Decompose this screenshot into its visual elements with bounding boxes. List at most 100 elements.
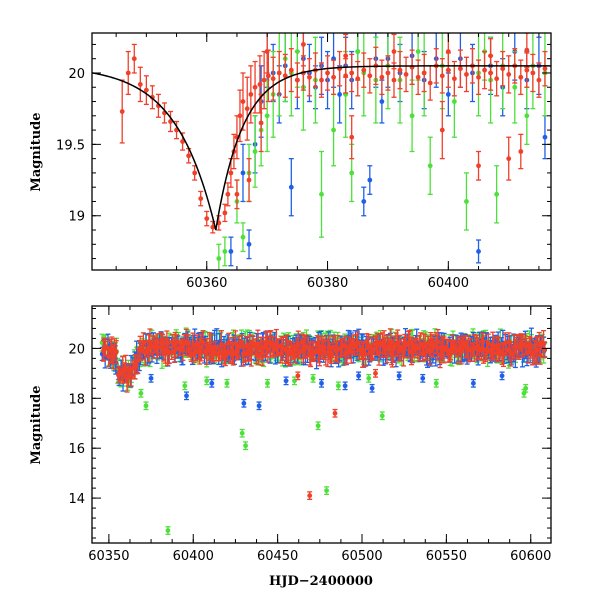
red-data-point [506,156,512,162]
green-data-point [355,49,361,54]
red-data-point [395,340,401,346]
bottom-panel: 60350 60400 60450 60500 60550 60600 14 16 18 20 M… [29,305,552,589]
green-outlier-point [315,423,321,429]
red-data-point [319,77,324,83]
red-data-point [397,67,403,73]
blue-outlier-point [241,400,247,406]
green-data-point [524,113,530,119]
y-tick-label: 16 [68,442,85,457]
green-outlier-point [366,375,372,381]
y-tick-label: 18 [68,392,85,407]
blue-data-point [542,134,548,140]
red-data-point [192,170,198,176]
red-data-point [391,49,397,54]
blue-data-point [476,249,481,254]
red-data-point [488,53,494,59]
red-data-point [307,74,312,80]
red-data-point [106,354,112,360]
x-tick-label: 60450 [257,549,298,564]
red-data-point [451,76,457,82]
blue-outlier-point [256,403,262,409]
green-outlier-point [243,443,248,449]
red-data-point [491,346,497,351]
x-tick-label: 60400 [173,549,214,564]
red-data-point [415,74,421,80]
red-data-point [321,345,327,351]
red-data-point [542,66,548,72]
blue-outlier-point [184,393,189,399]
top-y-axis-label: Magnitude [29,112,44,191]
blue-outlier-point [319,380,324,386]
red-data-point [137,81,143,87]
red-data-point [125,70,131,76]
green-outlier-point [523,385,529,391]
red-data-point [248,91,254,97]
y-tick-label: 20 [68,67,85,82]
green-outlier-point [239,430,245,436]
bottom-data-layer [99,327,548,535]
red-data-point [349,70,355,76]
red-data-point [421,70,427,76]
red-data-point [142,350,148,356]
red-data-point [228,170,234,176]
red-data-point [458,66,463,72]
green-data-point [222,249,228,254]
red-data-point [282,73,288,79]
red-data-point [391,77,397,83]
green-outlier-point [143,403,149,409]
red-data-point [445,49,451,54]
x-tick-label: 60600 [510,549,551,564]
red-data-point [506,72,512,77]
red-data-point [255,341,261,347]
bottom-y-axis-label: Magnitude [29,385,44,464]
green-data-point [216,256,222,261]
x-tick-label: 60500 [341,549,382,564]
x-tick-label: 60400 [428,276,469,291]
red-data-point [265,73,271,79]
green-data-point [512,84,518,90]
blue-outlier-point [342,383,348,389]
y-tick-label: 19.5 [56,138,85,153]
red-data-point [379,74,385,80]
red-data-point [364,339,370,344]
red-data-point [198,196,204,202]
blue-outlier-point [283,378,289,384]
red-data-point [257,81,263,87]
red-data-point [524,67,530,73]
red-data-point [276,70,282,76]
red-data-point [524,47,530,53]
top-data-layer [92,33,551,270]
red-data-point [252,84,258,90]
bottom-ticks: 60350 60400 60450 60500 60550 60600 14 16 18 20 [68,306,551,564]
red-data-point [294,77,300,83]
green-data-point [331,127,336,133]
red-data-point [355,76,361,82]
red-data-point [271,347,277,352]
green-data-point [252,149,258,154]
red-data-point [288,67,294,73]
green-outlier-point [310,375,316,381]
red-data-point [300,42,306,47]
red-data-point [317,350,323,356]
red-data-point [264,49,270,54]
red-data-point [461,340,467,346]
red-data-point [256,352,262,358]
red-data-point [131,56,137,62]
blue-data-point [337,91,343,97]
red-data-point [246,177,252,183]
green-data-point [427,163,433,169]
red-data-point [240,99,246,104]
red-data-point [244,106,250,112]
green-outlier-point [433,380,439,386]
green-outlier-point [204,378,210,384]
red-data-point [391,346,397,352]
red-data-point [113,349,119,355]
red-data-point [431,345,436,351]
green-outlier-point [138,390,144,396]
green-outlier-point [182,383,188,389]
red-data-point [439,73,445,79]
red-outlier-point [332,410,338,416]
green-data-point [494,191,500,197]
red-data-point [186,153,192,159]
